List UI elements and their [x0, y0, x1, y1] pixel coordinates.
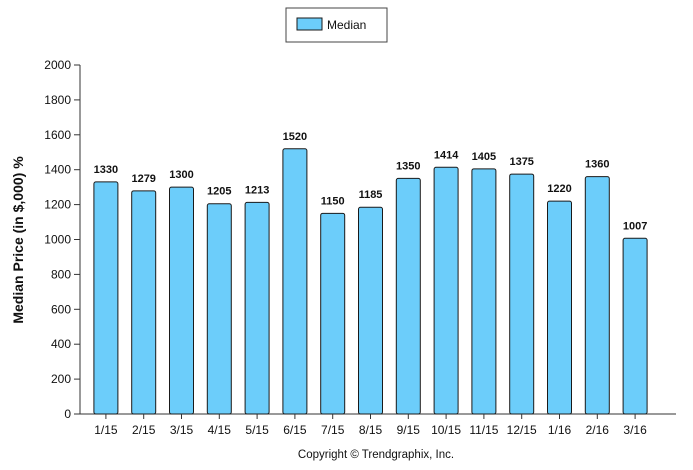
x-ticks: 1/15 2/15 3/15 4/15 5/15 6/15 7/15 8/15 9/15 10/1… [94, 414, 647, 437]
x-tick-label: 6/15 [283, 423, 307, 437]
y-tick-label: 0 [64, 407, 71, 421]
bar [584, 176, 610, 415]
y-tick-label: 2000 [44, 58, 71, 72]
bar [395, 177, 421, 415]
y-tick-label: 200 [51, 372, 71, 386]
x-tick-label: 8/15 [359, 423, 383, 437]
bars: 1330 1279 1300 1205 1213 1520 1150 1185 1350 1414… [93, 131, 648, 415]
bar [358, 206, 383, 415]
data-label: 1213 [245, 184, 269, 196]
bar [622, 237, 648, 415]
data-label: 1150 [321, 195, 345, 207]
data-label: 1414 [434, 149, 459, 161]
data-label: 1205 [207, 186, 231, 198]
bar [320, 212, 346, 415]
y-tick-label: 1800 [44, 93, 71, 107]
bar [547, 200, 572, 415]
data-label: 1220 [547, 183, 571, 195]
data-label: 1405 [472, 151, 496, 163]
bar [206, 203, 232, 415]
x-tick-label: 12/15 [507, 423, 537, 437]
data-label: 1185 [359, 189, 383, 201]
copyright-text: Copyright © Trendgraphix, Inc. [298, 449, 454, 461]
x-tick-label: 3/16 [623, 423, 647, 437]
bar [131, 190, 157, 415]
data-label: 1360 [585, 159, 609, 171]
y-tick-label: 400 [51, 337, 71, 351]
bar [93, 181, 119, 415]
bar [433, 166, 459, 415]
x-tick-label: 10/15 [431, 423, 461, 437]
data-label: 1375 [509, 156, 533, 168]
data-label: 1520 [283, 131, 307, 143]
y-ticks: 0 200 400 600 800 1000 1200 1400 1600 1800 2000 [44, 58, 80, 421]
bar [244, 201, 270, 415]
bar [282, 148, 308, 415]
x-tick-label: 1/15 [94, 423, 118, 437]
y-tick-label: 1600 [44, 128, 71, 142]
data-label: 1007 [623, 220, 647, 232]
x-tick-label: 5/15 [245, 423, 269, 437]
bar [471, 168, 497, 415]
bar [509, 173, 535, 415]
data-label: 1330 [94, 164, 118, 176]
x-tick-label: 1/16 [548, 423, 572, 437]
legend-swatch [296, 17, 323, 31]
x-tick-label: 2/16 [586, 423, 610, 437]
x-tick-label: 2/15 [132, 423, 156, 437]
legend-label-median: Median [327, 18, 366, 32]
y-axis-label: Median Price (in $,000) % [10, 156, 26, 324]
x-tick-label: 9/15 [397, 423, 421, 437]
y-tick-label: 800 [51, 267, 71, 281]
legend: Median [285, 7, 388, 43]
y-tick-label: 1200 [44, 198, 71, 212]
x-tick-label: 7/15 [321, 423, 345, 437]
bar [169, 186, 194, 415]
data-label: 1300 [169, 169, 193, 181]
data-label: 1279 [131, 173, 155, 185]
x-tick-label: 3/15 [170, 423, 194, 437]
y-tick-label: 1400 [44, 163, 71, 177]
y-tick-label: 1000 [44, 233, 71, 247]
x-tick-label: 4/15 [208, 423, 232, 437]
x-tick-label: 11/15 [469, 423, 498, 437]
data-label: 1350 [396, 160, 420, 172]
y-tick-label: 600 [51, 302, 71, 316]
